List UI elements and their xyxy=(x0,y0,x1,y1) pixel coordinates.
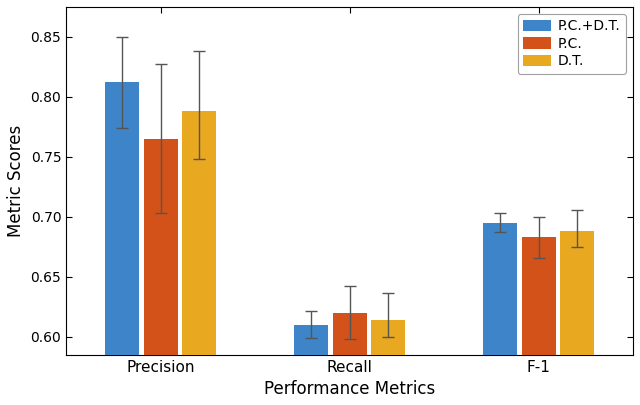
Bar xyxy=(522,237,556,355)
Bar xyxy=(371,320,405,355)
Bar xyxy=(294,325,328,355)
Bar xyxy=(333,313,367,355)
X-axis label: Performance Metrics: Performance Metrics xyxy=(264,380,435,398)
Legend: P.C.+D.T., P.C., D.T.: P.C.+D.T., P.C., D.T. xyxy=(518,14,626,74)
Bar xyxy=(560,231,595,355)
Bar xyxy=(182,111,216,355)
Bar xyxy=(105,83,139,355)
Bar xyxy=(143,139,178,355)
Y-axis label: Metric Scores: Metric Scores xyxy=(7,125,25,237)
Bar xyxy=(483,223,517,355)
